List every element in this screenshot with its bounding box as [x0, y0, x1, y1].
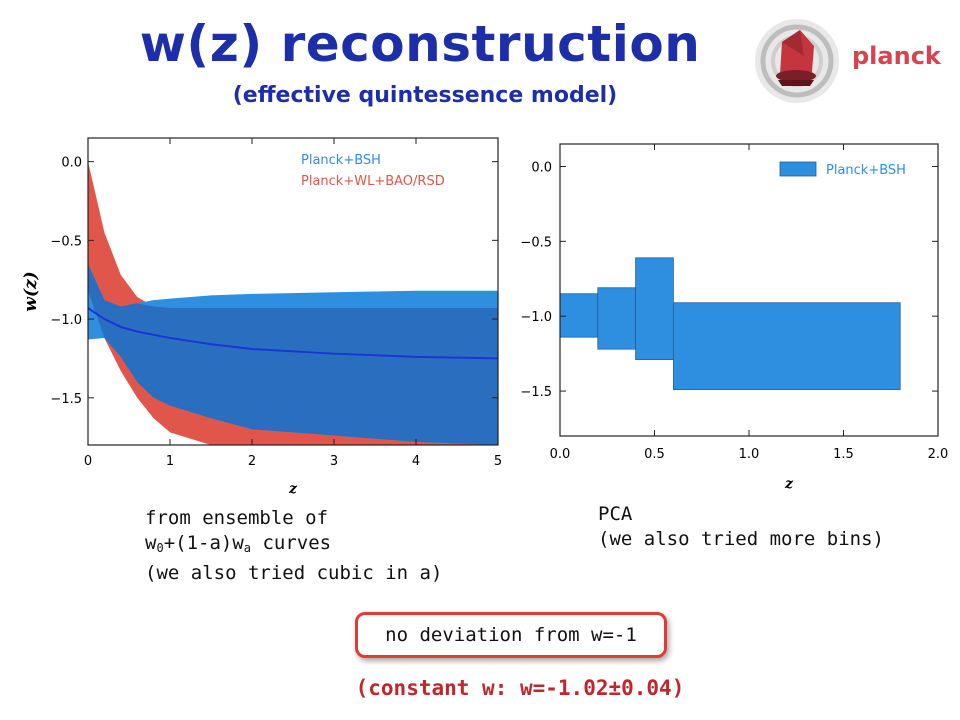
x-tick-label: 3 — [330, 454, 338, 469]
note-ensemble: from ensemble of w0+(1-a)wa curves (we a… — [145, 506, 442, 586]
planck-wordmark: planck — [852, 42, 941, 70]
best-fit-line — [88, 307, 498, 360]
note-ensemble-line1: from ensemble of — [145, 507, 329, 529]
y-tick-label: −1.5 — [50, 392, 82, 407]
note-ensemble-line3: (we also tried cubic in a) — [145, 562, 443, 584]
planck-logo — [755, 19, 839, 103]
pca-bin-2 — [597, 287, 637, 350]
legend-swatch-planck-bsh — [779, 161, 817, 177]
plot-frame — [87, 137, 499, 446]
y-tick-label: 0.0 — [531, 160, 552, 175]
y-tick-label: −1.5 — [520, 385, 552, 400]
constant-w-result: (constant w: w=-1.02±0.04) — [355, 676, 685, 700]
chart-wz-pca: 0.0 0.5 1.0 1.5 2.0 0.0 −0.5 −1.0 −1.5 z Planck+BS… — [520, 143, 949, 492]
x-axis-label: z — [784, 476, 794, 492]
y-axis-label: w(z) — [21, 271, 41, 311]
callout-text: no deviation from w=-1 — [385, 624, 637, 646]
chart-wz-ensemble: 0 1 2 3 4 5 0.0 −0.5 −1.0 −1.5 z w(z) Planck+BSH Plan… — [21, 137, 502, 497]
note-pca: PCA (we also tried more bins) — [598, 502, 884, 552]
pca-bin-3 — [635, 257, 674, 361]
x-tick-label: 2 — [248, 454, 256, 469]
page-subtitle: (effective quintessence model) — [232, 83, 618, 108]
callout-no-deviation: no deviation from w=-1 — [355, 612, 667, 658]
y-tick-label: 0.0 — [61, 156, 82, 171]
x-tick-label: 0.5 — [644, 447, 665, 462]
y-tick-label: −0.5 — [520, 235, 552, 250]
y-tick-label: −1.0 — [50, 313, 82, 328]
x-tick-label: 0 — [84, 454, 92, 469]
pca-bin-4 — [672, 302, 901, 390]
x-tick-label: 5 — [494, 454, 502, 469]
pca-bin-1 — [559, 293, 599, 338]
x-tick-label: 4 — [412, 454, 420, 469]
x-tick-label: 1.5 — [833, 447, 854, 462]
note-ensemble-formula: w0+(1-a)wa curves — [145, 532, 332, 555]
page-title: w(z) reconstruction — [139, 15, 701, 73]
legend-planck-bsh: Planck+BSH — [301, 153, 381, 168]
y-tick-label: −1.0 — [520, 310, 552, 325]
x-tick-label: 0.0 — [550, 447, 571, 462]
legend-planck-bsh: Planck+BSH — [826, 163, 906, 178]
x-axis-label: z — [288, 481, 298, 497]
note-pca-line2: (we also tried more bins) — [598, 528, 884, 550]
y-tick-label: −0.5 — [50, 234, 82, 249]
note-pca-line1: PCA — [598, 503, 633, 525]
legend-planck-wl-bao-rsd: Planck+WL+BAO/RSD — [301, 174, 445, 189]
x-tick-label: 1 — [166, 454, 174, 469]
x-tick-label: 1.0 — [739, 447, 760, 462]
x-tick-label: 2.0 — [928, 447, 949, 462]
band-overlap — [88, 263, 498, 445]
